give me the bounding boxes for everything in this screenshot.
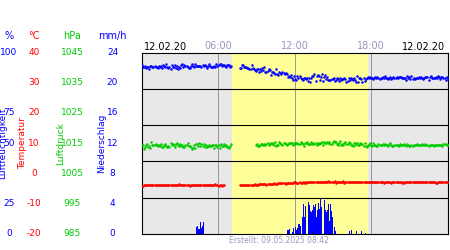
- Bar: [306, 218, 307, 234]
- Bar: [232, 52, 367, 234]
- Bar: [295, 227, 296, 234]
- Text: Temperatur: Temperatur: [18, 117, 27, 169]
- Bar: [288, 230, 289, 234]
- Bar: [203, 222, 204, 234]
- Bar: [314, 207, 315, 234]
- Bar: [332, 217, 333, 234]
- Bar: [197, 226, 198, 234]
- Text: 40: 40: [28, 48, 40, 57]
- Text: 4: 4: [110, 199, 115, 208]
- Bar: [365, 233, 366, 234]
- Bar: [316, 217, 317, 234]
- Text: 20: 20: [107, 78, 118, 87]
- Bar: [297, 228, 298, 234]
- Text: 24: 24: [107, 48, 118, 57]
- Text: 25: 25: [3, 199, 15, 208]
- Text: 1005: 1005: [60, 169, 84, 178]
- Bar: [202, 226, 203, 234]
- Text: 0: 0: [110, 229, 115, 238]
- Text: 1045: 1045: [61, 48, 83, 57]
- Bar: [351, 230, 352, 234]
- Bar: [329, 221, 330, 234]
- Bar: [326, 212, 327, 234]
- Bar: [298, 224, 299, 234]
- Text: 985: 985: [63, 229, 81, 238]
- Text: 20: 20: [28, 108, 40, 118]
- Bar: [302, 217, 303, 234]
- Text: 12.02.20: 12.02.20: [144, 42, 187, 52]
- Bar: [198, 229, 199, 234]
- Bar: [292, 228, 294, 234]
- Bar: [318, 203, 319, 234]
- Bar: [355, 230, 356, 234]
- Text: hPa: hPa: [63, 31, 81, 41]
- Bar: [320, 198, 321, 234]
- Text: 8: 8: [110, 169, 115, 178]
- Text: Niederschlag: Niederschlag: [97, 114, 106, 173]
- Text: -10: -10: [27, 199, 41, 208]
- Bar: [323, 212, 324, 234]
- Text: 16: 16: [107, 108, 118, 118]
- Bar: [327, 210, 328, 234]
- Text: 12.02.20: 12.02.20: [402, 42, 446, 52]
- Text: Erstellt: 09.05.2025 08:42: Erstellt: 09.05.2025 08:42: [229, 236, 329, 245]
- Bar: [300, 226, 301, 234]
- Bar: [304, 217, 306, 234]
- Text: 12: 12: [107, 138, 118, 147]
- Text: 75: 75: [3, 108, 15, 118]
- Text: 30: 30: [28, 78, 40, 87]
- Bar: [296, 230, 297, 234]
- Bar: [331, 212, 332, 234]
- Bar: [330, 204, 331, 234]
- Text: mm/h: mm/h: [98, 31, 127, 41]
- Bar: [299, 224, 300, 234]
- Bar: [311, 212, 312, 234]
- Bar: [313, 205, 314, 234]
- Bar: [201, 228, 202, 234]
- Bar: [321, 207, 322, 234]
- Bar: [308, 202, 309, 234]
- Text: 995: 995: [63, 199, 81, 208]
- Text: Luftdruck: Luftdruck: [56, 122, 65, 164]
- Bar: [196, 228, 197, 234]
- Text: 1015: 1015: [60, 138, 84, 147]
- Bar: [315, 204, 316, 234]
- Bar: [291, 232, 292, 234]
- Text: -20: -20: [27, 229, 41, 238]
- Bar: [361, 231, 362, 234]
- Bar: [312, 210, 313, 234]
- Bar: [199, 230, 200, 234]
- Bar: [200, 222, 201, 234]
- Text: 50: 50: [3, 138, 15, 147]
- Bar: [334, 226, 335, 234]
- Text: 0: 0: [31, 169, 36, 178]
- Bar: [289, 229, 290, 234]
- Text: 1025: 1025: [61, 108, 83, 118]
- Bar: [328, 204, 329, 234]
- Text: %: %: [4, 31, 13, 41]
- Text: Luftfeuchtigkeit: Luftfeuchtigkeit: [0, 108, 7, 179]
- Text: 100: 100: [0, 48, 18, 57]
- Bar: [303, 204, 304, 234]
- Bar: [309, 205, 310, 234]
- Text: 1035: 1035: [60, 78, 84, 87]
- Text: 10: 10: [28, 138, 40, 147]
- Bar: [335, 231, 336, 234]
- Text: °C: °C: [28, 31, 40, 41]
- Bar: [317, 210, 318, 234]
- Bar: [324, 210, 326, 234]
- Bar: [349, 231, 350, 234]
- Text: 0: 0: [6, 229, 12, 238]
